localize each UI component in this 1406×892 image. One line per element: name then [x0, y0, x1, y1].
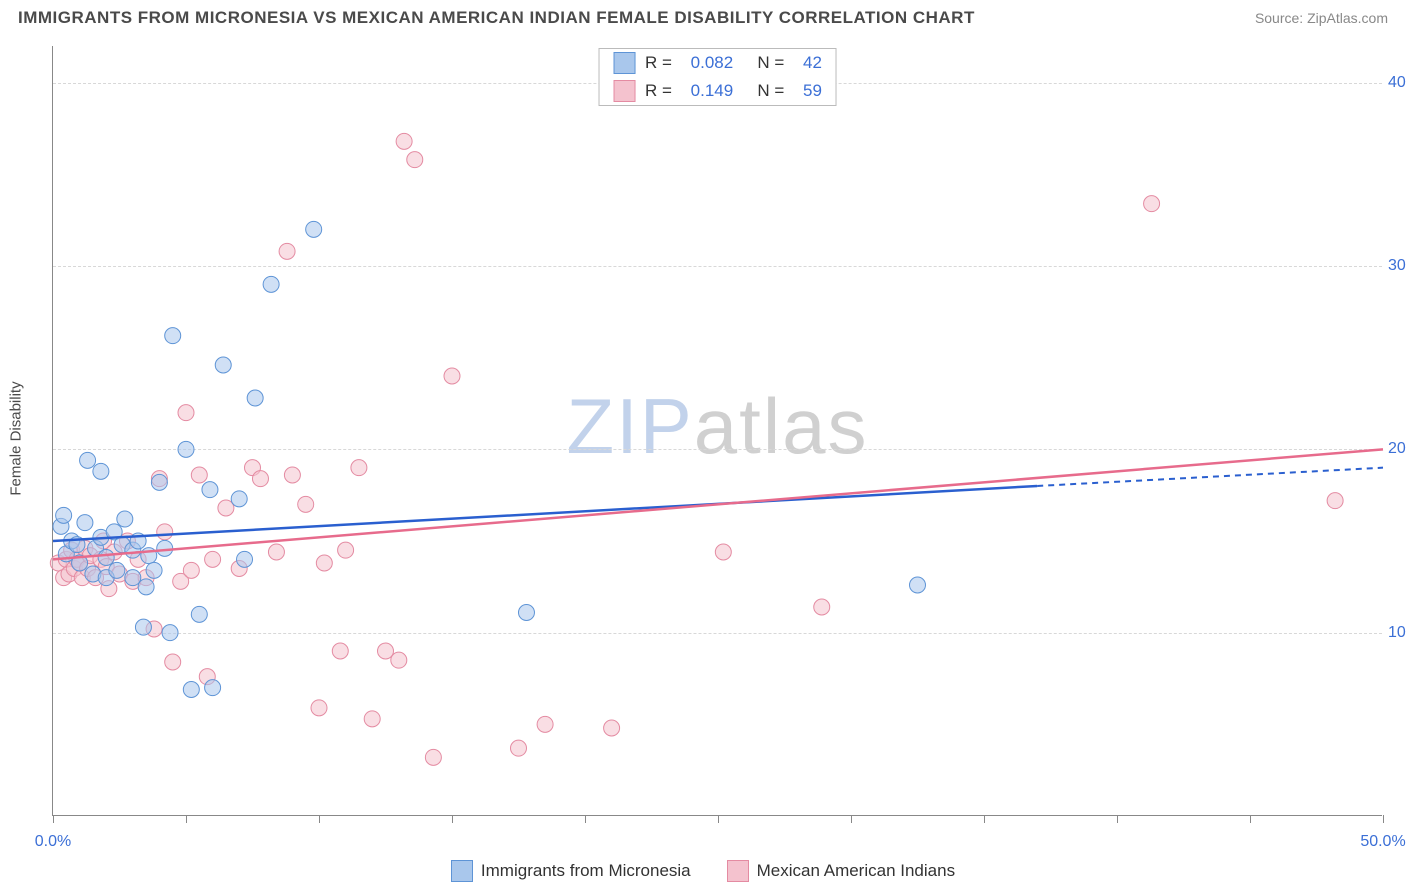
legend-swatch	[613, 52, 635, 74]
y-tick-label: 20.0%	[1388, 440, 1406, 458]
data-point	[183, 682, 199, 698]
data-point	[93, 463, 109, 479]
legend-label: Immigrants from Micronesia	[481, 861, 691, 881]
data-point	[338, 542, 354, 558]
x-tick	[718, 815, 719, 823]
data-point	[80, 452, 96, 468]
y-axis-title: Female Disability	[8, 381, 25, 495]
legend-swatch	[727, 860, 749, 882]
series-legend: Immigrants from Micronesia Mexican Americ…	[0, 860, 1406, 882]
scatter-plot	[53, 46, 1382, 815]
data-point	[162, 625, 178, 641]
x-tick	[585, 815, 586, 823]
data-point	[316, 555, 332, 571]
y-tick-label: 30.0%	[1388, 257, 1406, 275]
data-point	[117, 511, 133, 527]
data-point	[135, 619, 151, 635]
data-point	[1327, 493, 1343, 509]
data-point	[396, 133, 412, 149]
data-point	[537, 716, 553, 732]
legend-series-item: Immigrants from Micronesia	[451, 860, 691, 882]
data-point	[1144, 196, 1160, 212]
data-point	[165, 654, 181, 670]
legend-correlation-row: R = 0.149 N = 59	[599, 77, 836, 105]
data-point	[407, 152, 423, 168]
data-point	[268, 544, 284, 560]
y-tick-label: 40.0%	[1388, 74, 1406, 92]
data-point	[237, 551, 253, 567]
x-tick	[851, 815, 852, 823]
y-tick-label: 10.0%	[1388, 624, 1406, 642]
data-point	[191, 606, 207, 622]
x-tick-label: 50.0%	[1360, 833, 1405, 851]
data-point	[205, 680, 221, 696]
data-point	[252, 471, 268, 487]
data-point	[332, 643, 348, 659]
data-point	[56, 507, 72, 523]
x-tick	[1250, 815, 1251, 823]
data-point	[146, 562, 162, 578]
data-point	[604, 720, 620, 736]
correlation-legend: R = 0.082 N = 42R = 0.149 N = 59	[598, 48, 837, 106]
data-point	[279, 243, 295, 259]
legend-correlation-row: R = 0.082 N = 42	[599, 49, 836, 77]
data-point	[157, 524, 173, 540]
legend-series-item: Mexican American Indians	[727, 860, 955, 882]
x-tick	[1383, 815, 1384, 823]
legend-swatch	[613, 80, 635, 102]
data-point	[231, 491, 247, 507]
data-point	[351, 460, 367, 476]
legend-swatch	[451, 860, 473, 882]
data-point	[191, 467, 207, 483]
data-point	[364, 711, 380, 727]
trend-line-a-extrapolated	[1037, 468, 1383, 486]
data-point	[178, 441, 194, 457]
data-point	[715, 544, 731, 560]
title-bar: IMMIGRANTS FROM MICRONESIA VS MEXICAN AM…	[0, 0, 1406, 34]
data-point	[263, 276, 279, 292]
data-point	[205, 551, 221, 567]
data-point	[215, 357, 231, 373]
trend-line-a	[53, 486, 1037, 541]
data-point	[814, 599, 830, 615]
chart-title: IMMIGRANTS FROM MICRONESIA VS MEXICAN AM…	[18, 8, 975, 28]
data-point	[165, 328, 181, 344]
data-point	[98, 550, 114, 566]
legend-label: Mexican American Indians	[757, 861, 955, 881]
data-point	[247, 390, 263, 406]
x-tick	[319, 815, 320, 823]
data-point	[910, 577, 926, 593]
data-point	[518, 605, 534, 621]
data-point	[109, 562, 125, 578]
x-tick	[984, 815, 985, 823]
data-point	[77, 515, 93, 531]
data-point	[202, 482, 218, 498]
data-point	[178, 405, 194, 421]
data-point	[425, 749, 441, 765]
plot-area: ZIPatlas 10.0%20.0%30.0%40.0% 0.0%50.0% …	[52, 46, 1382, 816]
data-point	[444, 368, 460, 384]
x-tick	[452, 815, 453, 823]
x-tick-label: 0.0%	[35, 833, 71, 851]
x-tick	[1117, 815, 1118, 823]
x-tick	[53, 815, 54, 823]
data-point	[511, 740, 527, 756]
data-point	[138, 579, 154, 595]
data-point	[298, 496, 314, 512]
data-point	[157, 540, 173, 556]
data-point	[151, 474, 167, 490]
data-point	[284, 467, 300, 483]
data-point	[306, 221, 322, 237]
data-point	[183, 562, 199, 578]
source-label: Source: ZipAtlas.com	[1255, 10, 1388, 26]
data-point	[311, 700, 327, 716]
x-tick	[186, 815, 187, 823]
data-point	[391, 652, 407, 668]
